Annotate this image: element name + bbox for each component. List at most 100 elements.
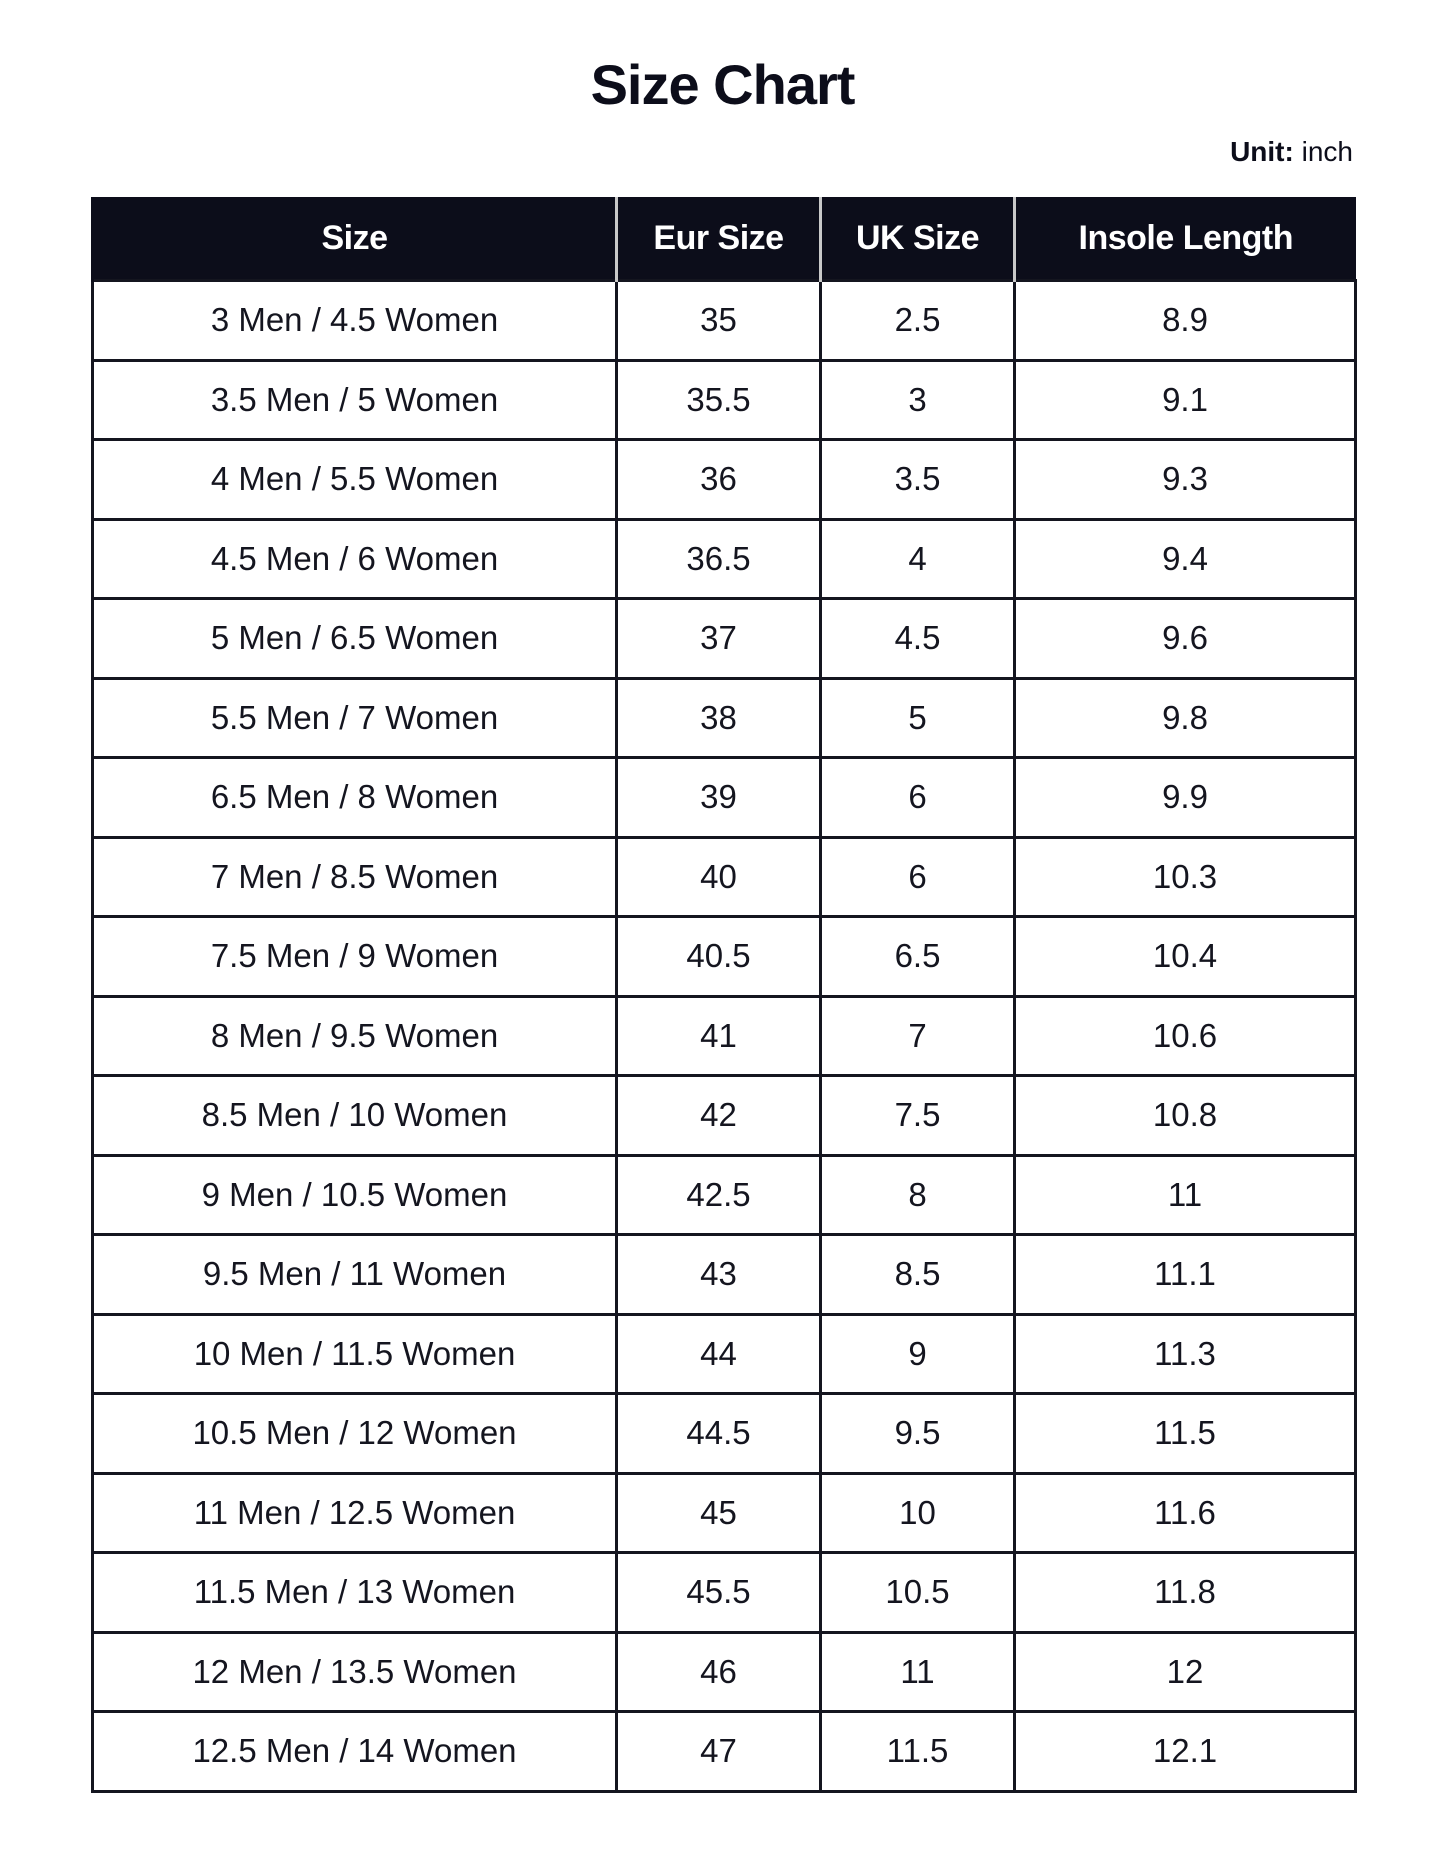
table-row: 5.5 Men / 7 Women 38 5 9.8 <box>91 676 1357 759</box>
header-insole-length: Insole Length <box>1013 197 1356 281</box>
cell-uk-size: 9 <box>819 1312 1016 1395</box>
table-row: 11.5 Men / 13 Women 45.5 10.5 11.8 <box>91 1551 1357 1634</box>
cell-eur-size: 39 <box>615 756 822 839</box>
table-row: 9.5 Men / 11 Women 43 8.5 11.1 <box>91 1233 1357 1316</box>
cell-insole-length: 12.1 <box>1013 1710 1357 1793</box>
unit-key: Unit: <box>1230 136 1294 167</box>
cell-size: 4.5 Men / 6 Women <box>91 517 618 600</box>
cell-eur-size: 45 <box>615 1471 822 1554</box>
cell-insole-length: 11.8 <box>1013 1551 1357 1634</box>
table-row: 9 Men / 10.5 Women 42.5 8 11 <box>91 1153 1357 1236</box>
cell-eur-size: 45.5 <box>615 1551 822 1634</box>
cell-insole-length: 11.5 <box>1013 1392 1357 1475</box>
cell-size: 10 Men / 11.5 Women <box>91 1312 618 1395</box>
cell-size: 11.5 Men / 13 Women <box>91 1551 618 1634</box>
table-row: 4 Men / 5.5 Women 36 3.5 9.3 <box>91 438 1357 521</box>
cell-eur-size: 36.5 <box>615 517 822 600</box>
cell-uk-size: 6.5 <box>819 915 1016 998</box>
cell-size: 12.5 Men / 14 Women <box>91 1710 618 1793</box>
cell-eur-size: 42 <box>615 1074 822 1157</box>
cell-uk-size: 10 <box>819 1471 1016 1554</box>
cell-uk-size: 4 <box>819 517 1016 600</box>
table-row: 5 Men / 6.5 Women 37 4.5 9.6 <box>91 597 1357 680</box>
cell-insole-length: 10.6 <box>1013 994 1357 1077</box>
cell-uk-size: 9.5 <box>819 1392 1016 1475</box>
table-row: 10.5 Men / 12 Women 44.5 9.5 11.5 <box>91 1392 1357 1475</box>
cell-uk-size: 11.5 <box>819 1710 1016 1793</box>
cell-eur-size: 44.5 <box>615 1392 822 1475</box>
cell-size: 9 Men / 10.5 Women <box>91 1153 618 1236</box>
table-row: 6.5 Men / 8 Women 39 6 9.9 <box>91 756 1357 839</box>
cell-eur-size: 47 <box>615 1710 822 1793</box>
header-size: Size <box>91 197 617 281</box>
table-row: 8 Men / 9.5 Women 41 7 10.6 <box>91 994 1357 1077</box>
cell-uk-size: 10.5 <box>819 1551 1016 1634</box>
cell-eur-size: 46 <box>615 1630 822 1713</box>
cell-uk-size: 11 <box>819 1630 1016 1713</box>
table-row: 12.5 Men / 14 Women 47 11.5 12.1 <box>91 1710 1357 1793</box>
cell-uk-size: 4.5 <box>819 597 1016 680</box>
cell-size: 8 Men / 9.5 Women <box>91 994 618 1077</box>
cell-uk-size: 3.5 <box>819 438 1016 521</box>
cell-size: 8.5 Men / 10 Women <box>91 1074 618 1157</box>
cell-insole-length: 9.1 <box>1013 358 1357 441</box>
cell-uk-size: 5 <box>819 676 1016 759</box>
cell-eur-size: 36 <box>615 438 822 521</box>
cell-uk-size: 3 <box>819 358 1016 441</box>
table-row: 7 Men / 8.5 Women 40 6 10.3 <box>91 835 1357 918</box>
cell-insole-length: 9.3 <box>1013 438 1357 521</box>
table-header-row: Size Eur Size UK Size Insole Length <box>91 197 1356 281</box>
cell-size: 3.5 Men / 5 Women <box>91 358 618 441</box>
table-row: 4.5 Men / 6 Women 36.5 4 9.4 <box>91 517 1357 600</box>
cell-size: 7.5 Men / 9 Women <box>91 915 618 998</box>
cell-uk-size: 7 <box>819 994 1016 1077</box>
cell-uk-size: 8.5 <box>819 1233 1016 1316</box>
cell-uk-size: 2.5 <box>819 279 1016 362</box>
cell-uk-size: 6 <box>819 835 1016 918</box>
cell-insole-length: 9.9 <box>1013 756 1357 839</box>
table-row: 7.5 Men / 9 Women 40.5 6.5 10.4 <box>91 915 1357 998</box>
table-row: 3 Men / 4.5 Women 35 2.5 8.9 <box>91 279 1357 362</box>
cell-eur-size: 38 <box>615 676 822 759</box>
cell-size: 5 Men / 6.5 Women <box>91 597 618 680</box>
page-title: Size Chart <box>590 53 856 116</box>
cell-size: 7 Men / 8.5 Women <box>91 835 618 918</box>
header-eur-size: Eur Size <box>615 197 821 281</box>
unit-label: Unit: inch <box>1230 136 1353 168</box>
cell-eur-size: 35.5 <box>615 358 822 441</box>
cell-insole-length: 11 <box>1013 1153 1357 1236</box>
cell-size: 6.5 Men / 8 Women <box>91 756 618 839</box>
cell-size: 12 Men / 13.5 Women <box>91 1630 618 1713</box>
table-row: 3.5 Men / 5 Women 35.5 3 9.1 <box>91 358 1357 441</box>
cell-insole-length: 11.6 <box>1013 1471 1357 1554</box>
cell-size: 10.5 Men / 12 Women <box>91 1392 618 1475</box>
cell-insole-length: 11.1 <box>1013 1233 1357 1316</box>
cell-size: 5.5 Men / 7 Women <box>91 676 618 759</box>
cell-eur-size: 40.5 <box>615 915 822 998</box>
cell-eur-size: 35 <box>615 279 822 362</box>
cell-insole-length: 10.8 <box>1013 1074 1357 1157</box>
header-uk-size: UK Size <box>819 197 1015 281</box>
cell-insole-length: 8.9 <box>1013 279 1357 362</box>
cell-eur-size: 40 <box>615 835 822 918</box>
cell-size: 3 Men / 4.5 Women <box>91 279 618 362</box>
table-row: 11 Men / 12.5 Women 45 10 11.6 <box>91 1471 1357 1554</box>
cell-eur-size: 42.5 <box>615 1153 822 1236</box>
cell-uk-size: 6 <box>819 756 1016 839</box>
cell-insole-length: 12 <box>1013 1630 1357 1713</box>
table-row: 10 Men / 11.5 Women 44 9 11.3 <box>91 1312 1357 1395</box>
cell-insole-length: 9.4 <box>1013 517 1357 600</box>
size-chart-table: Size Eur Size UK Size Insole Length 3 Me… <box>91 197 1357 1793</box>
cell-insole-length: 9.8 <box>1013 676 1357 759</box>
table-row: 8.5 Men / 10 Women 42 7.5 10.8 <box>91 1074 1357 1157</box>
cell-insole-length: 10.3 <box>1013 835 1357 918</box>
cell-eur-size: 44 <box>615 1312 822 1395</box>
table-row: 12 Men / 13.5 Women 46 11 12 <box>91 1630 1357 1713</box>
cell-eur-size: 37 <box>615 597 822 680</box>
cell-insole-length: 11.3 <box>1013 1312 1357 1395</box>
cell-insole-length: 9.6 <box>1013 597 1357 680</box>
table-body: 3 Men / 4.5 Women 35 2.5 8.9 3.5 Men / 5 Wom… <box>91 279 1357 1793</box>
cell-uk-size: 7.5 <box>819 1074 1016 1157</box>
cell-size: 9.5 Men / 11 Women <box>91 1233 618 1316</box>
cell-insole-length: 10.4 <box>1013 915 1357 998</box>
